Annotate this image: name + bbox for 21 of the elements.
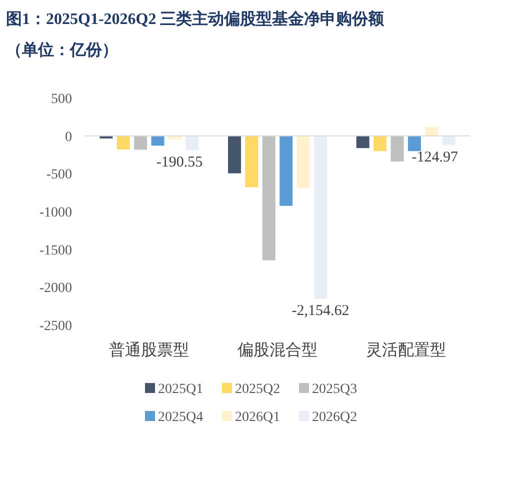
x-tick-label: 普通股票型 xyxy=(109,341,190,359)
legend-label: 2025Q3 xyxy=(312,382,358,397)
y-tick-label: -2000 xyxy=(39,281,72,296)
y-tick-label: -500 xyxy=(46,168,72,183)
legend-label: 2025Q2 xyxy=(235,382,280,397)
chart-title: 图1：2025Q1-2026Q2 三类主动偏股型基金净申购份额 xyxy=(6,9,386,28)
y-tick-label: 500 xyxy=(51,92,72,107)
legend-label: 2025Q1 xyxy=(158,382,204,397)
legend-label: 2025Q4 xyxy=(158,410,204,425)
data-label: -190.55 xyxy=(156,154,203,170)
legend-label: 2026Q2 xyxy=(312,410,358,425)
data-label: -124.97 xyxy=(412,149,458,166)
y-tick-label: -1000 xyxy=(39,206,72,220)
x-tick-label: 偏股混合型 xyxy=(238,341,318,359)
chart-subtitle: （单位：亿份） xyxy=(6,41,118,59)
y-tick-label: -1500 xyxy=(39,243,72,258)
y-tick-label: -2500 xyxy=(39,319,72,334)
legend-label: 2026Q1 xyxy=(235,410,280,425)
data-label: -2,154.62 xyxy=(292,302,350,319)
y-tick-label: 0 xyxy=(65,130,72,145)
x-tick-label: 灵活配置型 xyxy=(366,342,446,359)
